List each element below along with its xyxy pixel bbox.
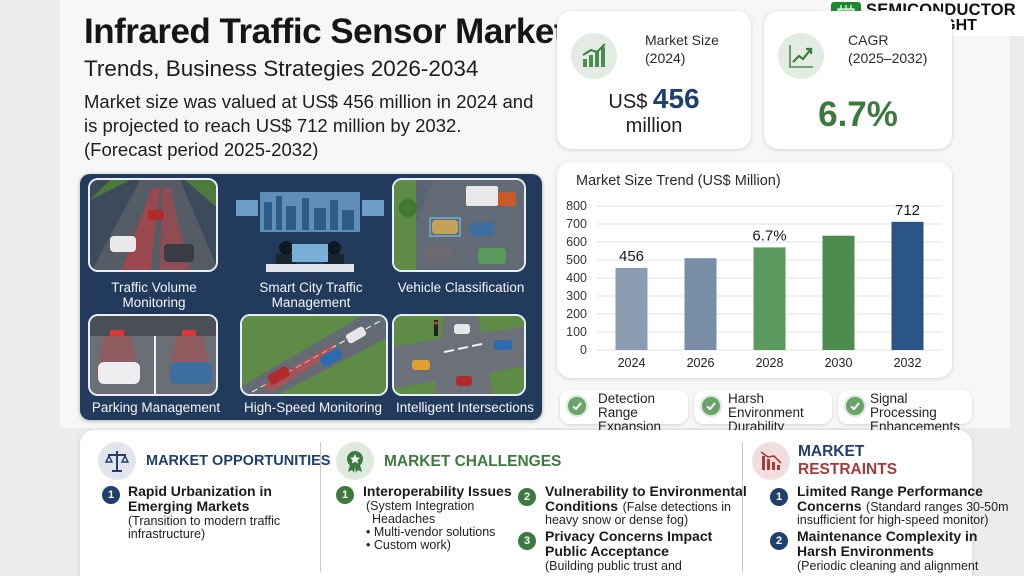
trend-label: Harsh Environment Durability xyxy=(728,391,804,434)
market-size-number: 456 xyxy=(652,83,700,114)
kpi-period-text: (2024) xyxy=(645,50,686,66)
market-size-card: Market Size (2024) US$ 456 million xyxy=(557,11,751,149)
page-subtitle: Trends, Business Strategies 2026-2034 xyxy=(84,56,479,81)
challenge-detail: (Building public trust and xyxy=(545,559,682,573)
applications-panel: Traffic Volume Monitoring xyxy=(80,174,542,420)
section-divider xyxy=(742,442,743,572)
challenge-heading: Interoperability Issues xyxy=(363,483,512,499)
cagr-label: CAGR (2025–2032) xyxy=(848,31,927,67)
item-number: 2 xyxy=(770,532,788,550)
trend-pill: Signal Processing Enhancements xyxy=(838,390,972,434)
section-divider xyxy=(320,442,321,572)
y-tick-label: 200 xyxy=(566,307,587,321)
trend-label: Detection Range Expansion xyxy=(598,391,662,434)
bar xyxy=(891,221,924,350)
market-size-label: Market Size (2024) xyxy=(645,31,719,67)
y-tick-label: 500 xyxy=(566,253,587,267)
kpi-label-text: CAGR xyxy=(848,32,889,48)
y-tick-label: 300 xyxy=(566,289,587,303)
y-tick-label: 600 xyxy=(566,235,587,249)
y-tick-label: 700 xyxy=(566,217,587,231)
x-tick-label: 2032 xyxy=(894,356,922,370)
item-number: 1 xyxy=(770,488,788,506)
restraint-heading: Limited Range Performance xyxy=(797,483,983,499)
check-icon xyxy=(566,395,588,417)
trend-pill: Detection Range Expansion xyxy=(560,390,688,434)
item-number: 3 xyxy=(518,532,536,550)
data-label: 712 xyxy=(895,202,920,219)
trend-label: Signal Processing Enhancements xyxy=(870,391,961,434)
trend-pill: Harsh Environment Durability xyxy=(694,390,832,434)
kpi-period-text: (2025–2032) xyxy=(848,50,928,66)
x-tick-label: 2030 xyxy=(825,356,853,370)
application-label: Smart City Traffic Management xyxy=(259,280,363,310)
restraint-detail: Concerns (Standard ranges 30-50m insuffi… xyxy=(797,498,1009,527)
challenge-heading: Privacy Concerns Impact Public Acceptanc… xyxy=(545,528,713,559)
declining-chart-icon xyxy=(752,442,790,480)
bar xyxy=(753,247,786,350)
market-size-value: US$ 456 million xyxy=(557,85,751,138)
page-title: Infrared Traffic Sensor Market xyxy=(84,12,566,51)
bar xyxy=(822,235,855,350)
cagr-card: CAGR (2025–2032) 6.7% xyxy=(764,11,952,149)
high-speed-image xyxy=(240,314,388,396)
kpi-label-text: Market Size xyxy=(645,32,719,48)
item-number: 1 xyxy=(102,486,120,504)
y-tick-label: 100 xyxy=(566,325,587,339)
x-tick-label: 2028 xyxy=(756,356,784,370)
challenge-detail: (System Integration Headaches • Multi-ve… xyxy=(366,499,496,552)
item-number: 2 xyxy=(518,488,536,506)
data-label: 456 xyxy=(619,248,644,265)
data-label: 6.7% xyxy=(752,227,786,244)
x-tick-label: 2024 xyxy=(618,356,646,370)
traffic-volume-image xyxy=(88,178,218,272)
market-size-unit: million xyxy=(625,115,683,137)
restraint-detail: (Periodic cleaning and alignment xyxy=(797,559,979,573)
summary-line: (Forecast period 2025-2032) xyxy=(84,139,319,160)
bar xyxy=(684,258,717,350)
restraints-title: MARKET RESTRAINTS xyxy=(798,443,898,478)
intersection-image xyxy=(392,314,526,396)
bar-chart-growth-icon xyxy=(571,33,617,79)
x-tick-label: 2026 xyxy=(687,356,715,370)
chart-title: Market Size Trend (US$ Million) xyxy=(576,173,781,189)
line-chart-growth-icon xyxy=(778,33,824,79)
vehicle-classification-image xyxy=(392,178,526,272)
scales-icon xyxy=(98,442,136,480)
challenge-detail: Conditions (False detections in heavy sn… xyxy=(545,498,731,527)
control-room-image xyxy=(230,178,390,276)
application-label: Vehicle Classification xyxy=(397,280,525,295)
bar xyxy=(615,267,648,350)
application-label: Intelligent Intersections xyxy=(395,400,535,415)
check-icon xyxy=(700,395,722,417)
parking-image xyxy=(88,314,218,396)
challenge-heading: Vulnerability to Environmental xyxy=(545,483,747,499)
summary-line: Market size was valued at US$ 456 millio… xyxy=(84,91,534,112)
currency-prefix: US$ xyxy=(608,91,648,113)
market-size-bar-chart: 0 100 200 300 400 500 600 700 800 2024 456 2026 2028… xyxy=(566,199,942,370)
check-icon xyxy=(844,395,866,417)
application-label: Parking Management xyxy=(91,400,221,415)
item-number: 1 xyxy=(336,486,354,504)
challenges-title: MARKET CHALLENGES xyxy=(384,453,562,470)
cagr-value: 6.7% xyxy=(818,95,898,134)
y-tick-label: 800 xyxy=(566,199,587,213)
y-tick-label: 0 xyxy=(580,343,587,357)
summary-line: is projected to reach US$ 712 million by… xyxy=(84,115,462,136)
application-label: High-Speed Monitoring xyxy=(243,400,383,415)
application-label: Traffic Volume Monitoring xyxy=(111,280,197,310)
y-tick-label: 400 xyxy=(566,271,587,285)
opportunity-heading: Rapid Urbanization in Emerging Markets xyxy=(128,483,272,514)
star-badge-icon xyxy=(336,442,374,480)
market-summary: Market size was valued at US$ 456 millio… xyxy=(84,90,554,162)
opportunities-title: MARKET OPPORTUNITIES xyxy=(146,453,331,469)
opportunity-detail: (Transition to modern traffic infrastruc… xyxy=(128,514,281,541)
restraint-heading: Maintenance Complexity in Harsh Environm… xyxy=(797,528,978,559)
